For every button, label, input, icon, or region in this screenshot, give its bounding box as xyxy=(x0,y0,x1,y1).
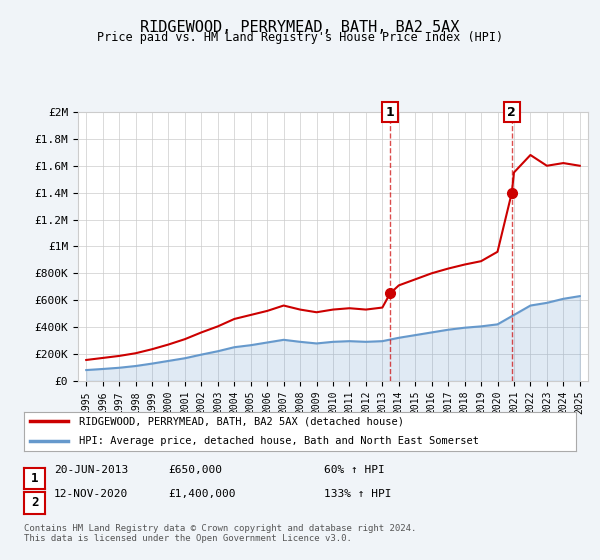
Text: 1: 1 xyxy=(31,472,38,486)
Text: £1,400,000: £1,400,000 xyxy=(168,489,235,500)
Text: 2: 2 xyxy=(31,496,38,510)
Text: 133% ↑ HPI: 133% ↑ HPI xyxy=(324,489,392,500)
Text: 2: 2 xyxy=(508,105,516,119)
Text: RIDGEWOOD, PERRYMEAD, BATH, BA2 5AX: RIDGEWOOD, PERRYMEAD, BATH, BA2 5AX xyxy=(140,20,460,35)
Text: RIDGEWOOD, PERRYMEAD, BATH, BA2 5AX (detached house): RIDGEWOOD, PERRYMEAD, BATH, BA2 5AX (det… xyxy=(79,417,404,426)
Text: Contains HM Land Registry data © Crown copyright and database right 2024.
This d: Contains HM Land Registry data © Crown c… xyxy=(24,524,416,543)
Text: 60% ↑ HPI: 60% ↑ HPI xyxy=(324,465,385,475)
Text: 20-JUN-2013: 20-JUN-2013 xyxy=(54,465,128,475)
Text: HPI: Average price, detached house, Bath and North East Somerset: HPI: Average price, detached house, Bath… xyxy=(79,436,479,446)
Text: £650,000: £650,000 xyxy=(168,465,222,475)
Text: Price paid vs. HM Land Registry's House Price Index (HPI): Price paid vs. HM Land Registry's House … xyxy=(97,31,503,44)
Text: 1: 1 xyxy=(386,105,394,119)
Text: 12-NOV-2020: 12-NOV-2020 xyxy=(54,489,128,500)
